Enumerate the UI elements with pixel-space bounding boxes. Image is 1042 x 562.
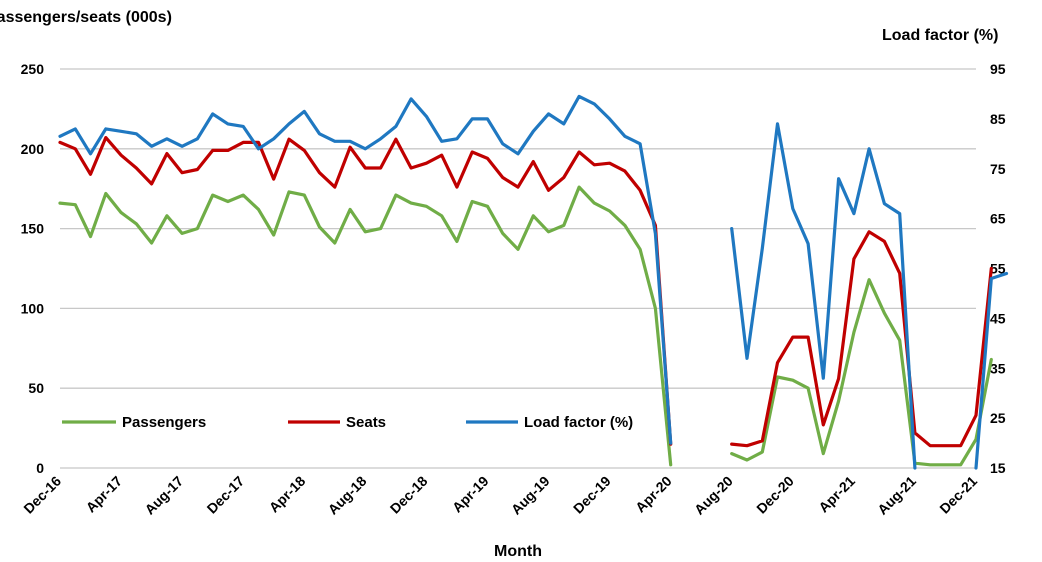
- x-tick-label: Dec-18: [387, 473, 431, 517]
- legend-label-load-factor: Load factor (%): [524, 414, 633, 431]
- y-right-tick-label: 45: [990, 310, 1006, 326]
- series-line-load-factor: [58, 94, 1009, 470]
- series-line-seats: [58, 136, 993, 448]
- y-right-tick-label: 95: [990, 61, 1006, 77]
- x-axis-ticks: Dec-16 Apr-17 Aug-17 Dec-17 Apr-18 Aug-18 Dec-…: [20, 473, 980, 518]
- legend-label-passengers: Passengers: [122, 414, 206, 431]
- legend: Passengers Seats Load factor (%): [62, 414, 633, 431]
- left-axis-ticks: 0 50 100 150 200 250: [21, 61, 45, 476]
- x-tick-label: Aug-21: [874, 473, 919, 518]
- right-axis-ticks: 15 25 35 45 55 65 75 85 95: [990, 61, 1006, 476]
- x-tick-label: Dec-19: [570, 473, 614, 517]
- y-left-tick-label: 200: [21, 141, 45, 157]
- x-tick-label: Apr-17: [83, 473, 126, 516]
- series-lines: [58, 94, 1009, 470]
- y-right-tick-label: 15: [990, 460, 1006, 476]
- x-axis-title: Month: [494, 543, 542, 560]
- x-tick-label: Aug-20: [691, 473, 736, 518]
- y-left-tick-label: 250: [21, 61, 45, 77]
- x-tick-label: Dec-21: [936, 473, 980, 517]
- gridlines: [60, 68, 976, 469]
- y-left-tick-label: 50: [28, 380, 44, 396]
- y-right-axis-title: Load factor (%): [882, 27, 998, 44]
- x-tick-label: Aug-19: [508, 473, 553, 518]
- x-tick-label: Dec-16: [20, 473, 64, 517]
- x-tick-label: Aug-18: [325, 473, 370, 518]
- x-tick-label: Dec-17: [204, 473, 248, 517]
- legend-label-seats: Seats: [346, 414, 386, 431]
- x-tick-label: Apr-19: [449, 473, 492, 516]
- series-line-passengers: [58, 185, 993, 467]
- x-tick-label: Apr-21: [815, 473, 858, 516]
- y-right-tick-label: 85: [990, 111, 1006, 127]
- y-left-tick-label: 100: [21, 300, 45, 316]
- y-right-tick-label: 75: [990, 161, 1006, 177]
- y-left-tick-label: 0: [36, 460, 44, 476]
- y-right-tick-label: 35: [990, 360, 1006, 376]
- y-right-tick-label: 25: [990, 410, 1006, 426]
- x-tick-label: Apr-20: [632, 473, 675, 516]
- x-tick-label: Dec-20: [753, 473, 797, 517]
- y-right-tick-label: 55: [990, 261, 1006, 277]
- y-left-tick-label: 150: [21, 221, 45, 237]
- y-right-tick-label: 65: [990, 211, 1006, 227]
- x-tick-label: Apr-18: [266, 473, 309, 516]
- x-tick-label: Aug-17: [141, 473, 186, 518]
- y-left-axis-title: Passengers/seats (000s): [0, 9, 172, 26]
